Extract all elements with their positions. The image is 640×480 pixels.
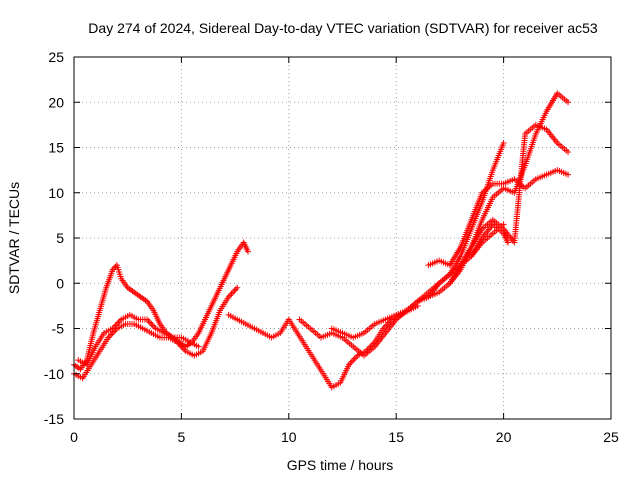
- trace-h-point: [565, 99, 572, 106]
- x-tick-label: 25: [603, 429, 619, 445]
- trace-b-fill-point: [181, 346, 188, 353]
- trace-b-fill-point: [106, 333, 113, 340]
- trace-c-point: [195, 343, 202, 350]
- trace-d-fill-point: [348, 358, 355, 365]
- x-tick-label: 10: [281, 429, 297, 445]
- trace-c-fill-point: [148, 320, 155, 327]
- y-tick-label: 10: [48, 185, 64, 201]
- y-tick-label: 25: [48, 49, 64, 65]
- y-tick-label: -15: [44, 411, 64, 427]
- chart-title: Day 274 of 2024, Sidereal Day-to-day VTE…: [88, 20, 598, 36]
- trace-g-point: [565, 171, 572, 178]
- y-axis-label: SDTVAR / TECUs: [6, 182, 22, 294]
- y-tick-label: 5: [56, 230, 64, 246]
- trace-c-fill-point: [111, 323, 118, 330]
- trace-c-fill-point: [145, 317, 152, 324]
- x-tick-label: 20: [496, 429, 512, 445]
- trace-c-fill-point: [146, 319, 153, 326]
- y-tick-label: -10: [44, 366, 64, 382]
- trace-c-fill-point: [149, 322, 156, 329]
- trace-b-fill-point: [229, 289, 236, 296]
- y-tick-label: 15: [48, 140, 64, 156]
- trace-d-fill-point: [351, 355, 358, 362]
- trace-b-fill-point: [228, 290, 235, 297]
- trace-c-fill-point: [115, 319, 122, 326]
- trace-b-fill-point: [227, 292, 234, 299]
- trace-d-fill-point: [350, 357, 357, 364]
- trace-c-fill-point: [116, 317, 123, 324]
- x-tick-label: 0: [70, 429, 78, 445]
- trace-d-fill-point: [353, 354, 360, 361]
- trace-b-point: [234, 284, 241, 291]
- trace-b-fill-point: [108, 331, 115, 338]
- data-marks: [71, 90, 572, 391]
- x-axis-label: GPS time / hours: [287, 457, 394, 473]
- trace-b-fill-point: [232, 286, 239, 293]
- trace-c-fill-point: [151, 323, 158, 330]
- trace-a-point: [244, 248, 251, 255]
- trace-j-point: [504, 239, 511, 246]
- trace-b-fill-point: [231, 287, 238, 294]
- trace-f-point: [500, 139, 507, 146]
- tick-layer: 0 5 10 15 20 25 -15 -10 -5 0 5 10 15 20 25: [44, 49, 619, 445]
- x-tick-label: 15: [388, 429, 404, 445]
- grid-layer: [74, 57, 611, 419]
- y-tick-label: 20: [48, 94, 64, 110]
- y-tick-label: -5: [52, 321, 65, 337]
- y-tick-label: 0: [56, 275, 64, 291]
- trace-i-point: [565, 149, 572, 156]
- x-tick-label: 5: [178, 429, 186, 445]
